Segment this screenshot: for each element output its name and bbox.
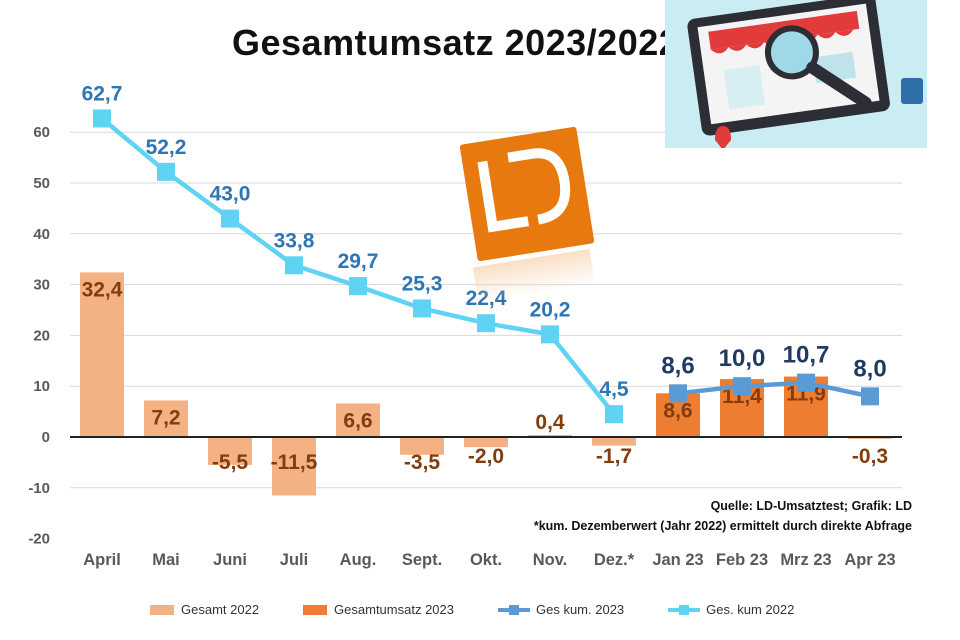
line-label: 52,2	[146, 136, 187, 159]
series-marker	[477, 314, 495, 333]
shop-illustration	[665, 0, 927, 148]
bar-label: 11,4	[722, 385, 762, 408]
ld-logo-mark	[477, 148, 571, 233]
x-tick-label: Jan 23	[652, 551, 703, 569]
line-label: 10,7	[783, 342, 830, 369]
y-tick-label: 10	[33, 378, 50, 395]
y-tick-label: -10	[28, 480, 50, 497]
bar	[208, 437, 252, 465]
map-pin-icon	[715, 126, 731, 148]
legend-item-gesamt-2022: Gesamt 2022	[150, 602, 259, 617]
bar-label: -1,7	[596, 445, 632, 468]
y-tick-label: 60	[33, 124, 50, 141]
series-marker	[93, 109, 111, 128]
legend-swatch-ges-kum-2022	[668, 604, 701, 616]
bar	[144, 400, 188, 437]
y-tick-label: 20	[33, 327, 50, 344]
bar-label: 7,2	[151, 406, 180, 429]
bar	[80, 272, 124, 437]
y-tick-label: 0	[42, 429, 50, 446]
legend-item-ges-kum-2023: Ges kum. 2023	[498, 602, 624, 617]
series-marker	[669, 384, 687, 403]
line-label: 29,7	[338, 250, 379, 273]
series-marker	[221, 209, 239, 228]
bar-label: 0,4	[535, 411, 565, 434]
line-label: 10,0	[719, 345, 766, 372]
bar-label: 8,6	[663, 399, 692, 422]
bar	[528, 434, 572, 437]
source-note: Quelle: LD-Umsatztest; Grafik: LD *kum. …	[534, 496, 912, 536]
x-tick-label: Mrz 23	[780, 551, 831, 569]
x-tick-label: Nov.	[533, 551, 568, 569]
series-marker	[541, 325, 559, 344]
line-label: 62,7	[82, 82, 123, 105]
bar	[592, 437, 636, 446]
series-marker	[157, 162, 175, 181]
series-marker	[733, 377, 751, 396]
line-label: 33,8	[274, 229, 315, 252]
y-tick-label: 50	[33, 175, 50, 192]
y-tick-label: -20	[28, 531, 50, 548]
y-tick-label: 40	[33, 226, 50, 243]
bar-label: 32,4	[82, 278, 123, 301]
bar	[464, 437, 508, 448]
line-label: 20,2	[530, 298, 571, 321]
legend-swatch-gesamt-2022	[150, 604, 174, 615]
legend-item-gesamtumsatz-2023: Gesamtumsatz 2023	[303, 602, 454, 617]
bar	[272, 437, 316, 496]
line-label: 4,5	[599, 378, 629, 401]
x-tick-label: Mai	[152, 551, 180, 569]
x-tick-label: Apr 23	[844, 551, 895, 569]
legend-label: Ges. kum 2022	[706, 602, 795, 617]
bar	[400, 437, 444, 455]
x-tick-label: Juni	[213, 551, 247, 569]
line-label: 8,6	[661, 352, 694, 379]
series-line	[677, 380, 871, 399]
legend: Gesamt 2022 Gesamtumsatz 2023 Ges kum. 2…	[150, 602, 838, 617]
x-tick-label: Aug.	[340, 551, 377, 569]
source-line-1: Quelle: LD-Umsatztest; Grafik: LD	[710, 499, 912, 513]
line-label: 25,3	[402, 272, 443, 295]
x-tick-label: Feb 23	[716, 551, 768, 569]
ld-logo	[459, 126, 595, 262]
bar	[336, 403, 380, 437]
bar-label: -5,5	[212, 451, 249, 474]
chart-title: Gesamtumsatz 2023/2022	[232, 22, 680, 63]
series-marker	[861, 387, 879, 406]
legend-item-ges-kum-2022: Ges. kum 2022	[668, 602, 794, 617]
legend-label: Gesamt 2022	[181, 602, 260, 617]
legend-swatch-gesamtumsatz-2023	[303, 604, 328, 615]
series-marker	[285, 256, 303, 275]
series-marker	[797, 373, 815, 392]
series-marker	[349, 277, 367, 296]
bar-label: -11,5	[271, 451, 318, 474]
series-marker	[605, 405, 623, 424]
bar-label: -3,5	[404, 451, 441, 474]
x-tick-label: Juli	[280, 551, 308, 569]
shopping-bag-icon	[901, 78, 923, 104]
x-tick-label: April	[83, 551, 121, 569]
y-tick-label: 30	[33, 277, 50, 294]
legend-label: Gesamtumsatz 2023	[334, 602, 454, 617]
line-label: 43,0	[210, 183, 251, 206]
x-tick-label: Okt.	[470, 551, 502, 569]
series-marker	[413, 299, 431, 318]
x-tick-label: Sept.	[402, 551, 442, 569]
line-label: 8,0	[853, 355, 886, 382]
x-tick-label: Dez.*	[594, 551, 635, 569]
bar-label: -2,0	[468, 445, 504, 468]
legend-label: Ges kum. 2023	[536, 602, 625, 617]
legend-swatch-ges-kum-2023	[498, 604, 530, 616]
bar-label: -0,3	[852, 445, 888, 468]
bar-label: 6,6	[343, 409, 372, 432]
bar-label: 11,9	[786, 383, 826, 406]
source-line-2: *kum. Dezemberwert (Jahr 2022) ermittelt…	[533, 519, 912, 533]
